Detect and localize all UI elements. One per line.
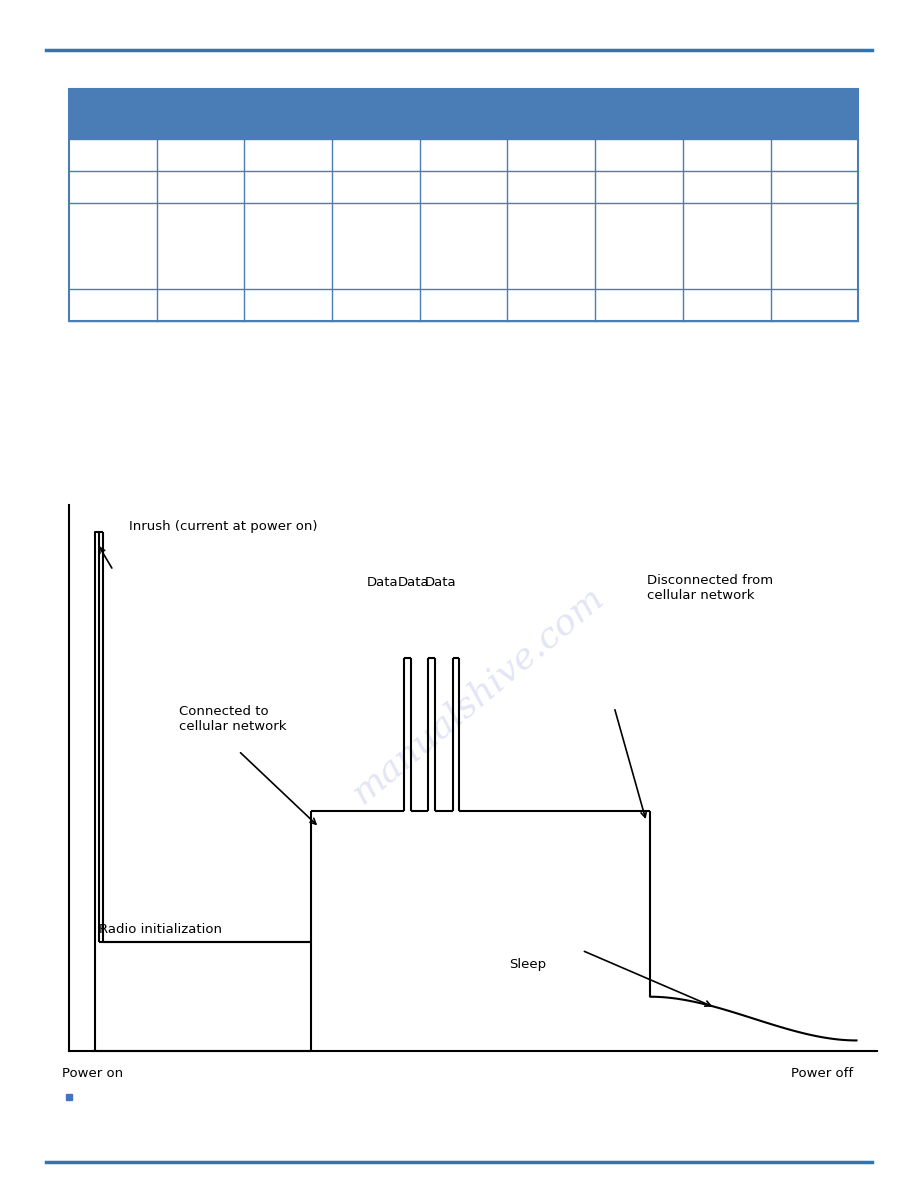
Bar [69,203,858,289]
Text: Inrush (current at power on): Inrush (current at power on) [129,520,317,532]
Bar [69,89,858,139]
Text: Radio initialization: Radio initialization [99,923,222,935]
Bar [69,289,858,321]
Text: Power off: Power off [791,1068,854,1080]
Text: Data: Data [425,576,456,588]
Text: manualshive.com: manualshive.com [344,580,610,810]
Text: Sleep: Sleep [509,959,546,971]
Text: Connected to
cellular network: Connected to cellular network [179,704,286,733]
Bar [69,171,858,203]
Bar [69,89,858,321]
Text: Data: Data [367,576,398,588]
Text: Data: Data [397,576,429,588]
Text: Disconnected from
cellular network: Disconnected from cellular network [647,574,773,602]
Bar [69,139,858,171]
Text: Power on: Power on [62,1068,124,1080]
